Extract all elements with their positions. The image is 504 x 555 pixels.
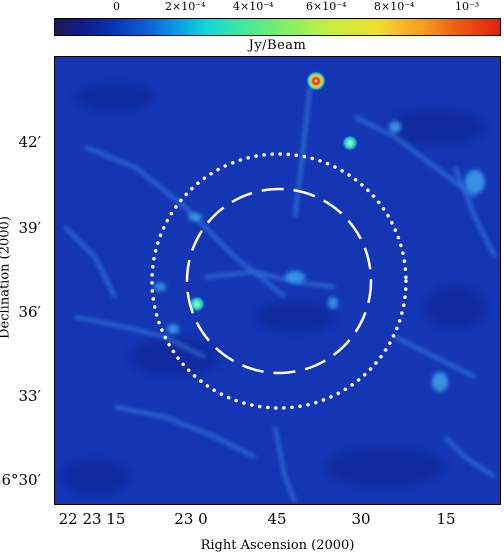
- colorbar-tick: 8×10⁻⁴: [374, 0, 415, 13]
- inner-dashed-circle: [185, 187, 373, 375]
- colorbar-tick-labels: 0 2×10⁻⁴ 4×10⁻⁴ 6×10⁻⁴ 8×10⁻⁴ 10⁻³: [0, 0, 504, 16]
- secondary-source: [189, 296, 205, 312]
- noise-texture: [60, 83, 485, 495]
- faint-sources: [154, 121, 485, 392]
- y-axis-label: Declination (2000): [0, 216, 13, 339]
- x-axis-label: Right Ascension (2000): [200, 538, 355, 553]
- colorbar-label: Jy/Beam: [248, 38, 307, 53]
- colorbar-tick: 0: [113, 0, 120, 13]
- y-tick-label: 36°30′: [0, 471, 41, 489]
- radio-map-svg: [55, 57, 500, 504]
- y-tick-label: 42′: [18, 133, 42, 151]
- outer-dotted-circle: [150, 152, 408, 410]
- x-tick-label: 15: [436, 510, 456, 528]
- radio-map-image: [54, 56, 501, 505]
- colorbar-tick: 10⁻³: [455, 0, 480, 13]
- x-tick-label: 45: [267, 510, 287, 528]
- colorbar-tick: 4×10⁻⁴: [233, 0, 274, 13]
- colorbar: [54, 18, 501, 36]
- colorbar-tick: 2×10⁻⁴: [165, 0, 206, 13]
- secondary-source: [342, 135, 358, 151]
- y-tick-label: 36′: [18, 303, 42, 321]
- colorbar-tick: 6×10⁻⁴: [306, 0, 347, 13]
- x-tick-label: 30: [351, 510, 371, 528]
- y-tick-label: 33′: [18, 387, 42, 405]
- bright-source: [306, 71, 326, 91]
- y-tick-label: 39′: [18, 219, 42, 237]
- x-tick-label: 23 0: [174, 510, 208, 528]
- filament-structures: [63, 86, 497, 503]
- x-tick-label: 22 23 15: [58, 510, 126, 528]
